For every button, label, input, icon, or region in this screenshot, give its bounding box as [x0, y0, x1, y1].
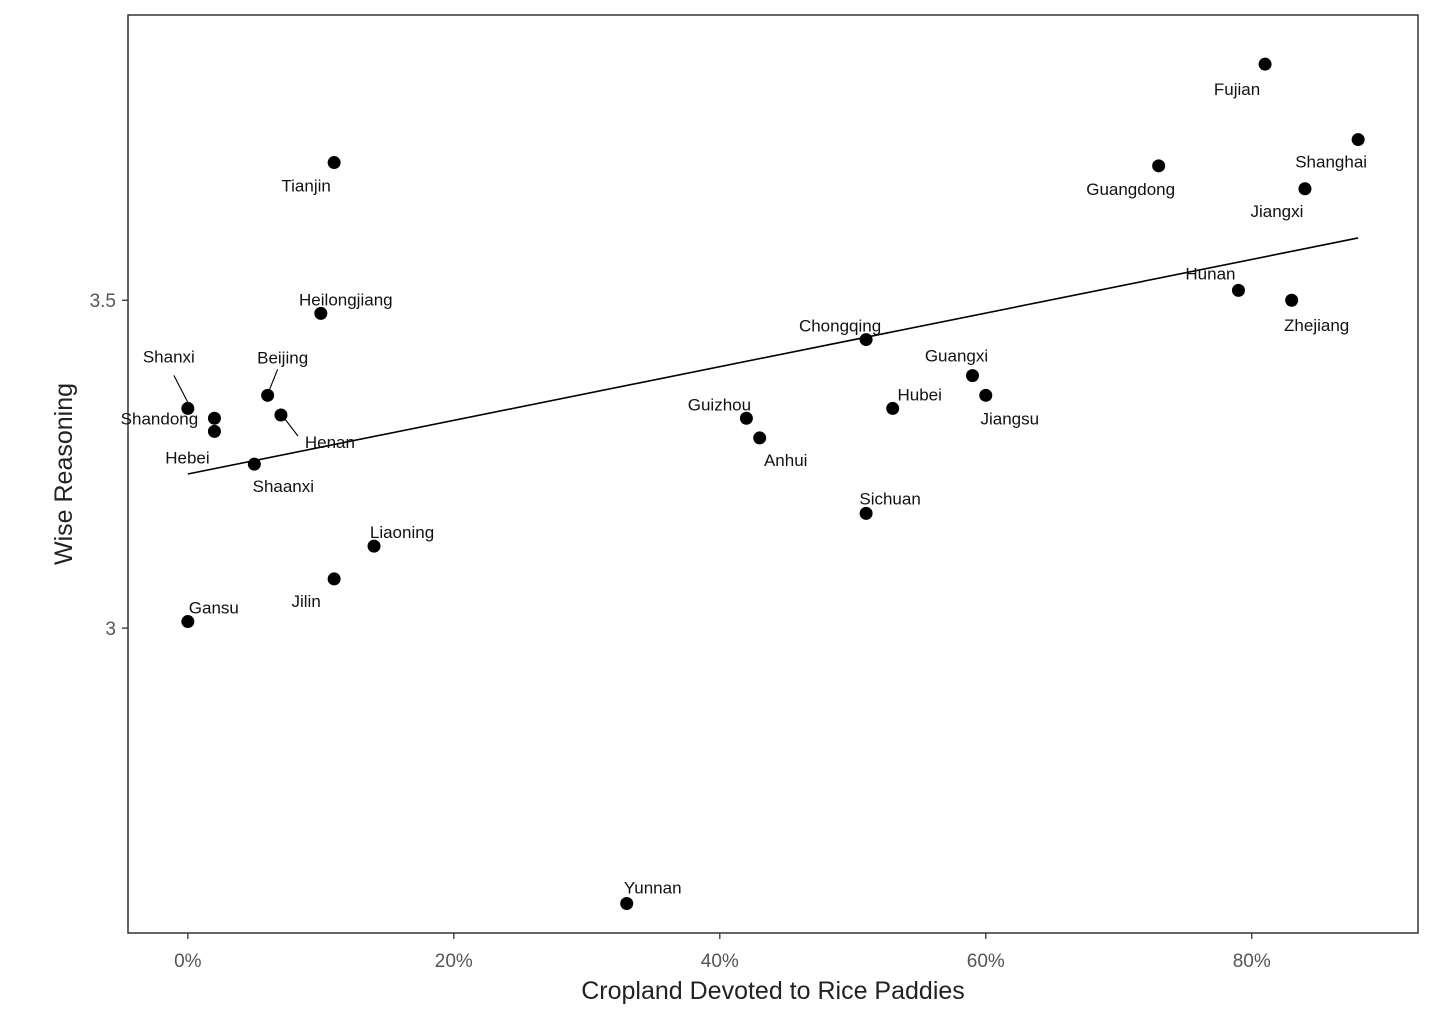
point-gansu	[181, 615, 195, 629]
point-label-shanxi: Shanxi	[143, 347, 195, 366]
point-label-zhejiang: Zhejiang	[1284, 316, 1349, 335]
point-shandong	[207, 411, 221, 425]
y-axis: 33.5	[90, 291, 128, 640]
point-label-hubei: Hubei	[897, 385, 941, 404]
point-label-shaanxi: Shaanxi	[253, 477, 314, 496]
point-label-tianjin: Tianjin	[281, 177, 330, 196]
point-label-hebei: Hebei	[165, 448, 209, 467]
x-tick-label: 80%	[1233, 951, 1271, 972]
x-axis-title: Cropland Devoted to Rice Paddies	[581, 977, 965, 1005]
point-label-gansu: Gansu	[189, 599, 239, 618]
point-fujian	[1258, 57, 1272, 71]
point-tianjin	[327, 156, 341, 170]
point-chongqing	[859, 333, 873, 347]
point-label-shanghai: Shanghai	[1295, 153, 1367, 172]
y-tick-label: 3.5	[90, 291, 116, 312]
point-zhejiang	[1285, 293, 1299, 307]
trend-line	[187, 237, 1359, 475]
point-hunan	[1231, 283, 1245, 297]
point-label-henan: Henan	[305, 433, 355, 452]
point-hubei	[886, 401, 900, 415]
point-label-hunan: Hunan	[1185, 264, 1235, 283]
point-label-jiangxi: Jiangxi	[1250, 202, 1303, 221]
point-label-fujian: Fujian	[1214, 80, 1260, 99]
labels-group: Fujian Shanghai Guangdong Jiangxi Tianjin Hun…	[121, 80, 1367, 897]
leader-line-shandong	[208, 418, 212, 421]
point-label-guangxi: Guangxi	[925, 347, 988, 366]
point-sichuan	[859, 506, 873, 520]
point-guizhou	[739, 411, 753, 425]
point-label-beijing: Beijing	[257, 348, 308, 367]
plot-panel-border	[127, 14, 1419, 934]
x-tick-label: 0%	[174, 951, 202, 972]
point-label-guangdong: Guangdong	[1086, 180, 1175, 199]
point-label-shandong: Shandong	[121, 409, 199, 428]
point-jiangsu	[979, 388, 993, 402]
point-guangxi	[965, 369, 979, 383]
points-group	[181, 57, 1365, 910]
x-tick-label: 60%	[967, 951, 1005, 972]
point-yunnan	[620, 896, 634, 910]
y-tick-label: 3	[105, 619, 116, 640]
point-label-chongqing: Chongqing	[799, 317, 881, 336]
leader-line-beijing	[269, 369, 279, 390]
point-shanxi	[181, 401, 195, 415]
point-jilin	[327, 572, 341, 586]
leader-line-henan	[284, 418, 299, 437]
y-axis-title: Wise Reasoning	[50, 383, 78, 565]
x-tick-label: 20%	[435, 951, 473, 972]
trend-line-group	[187, 237, 1359, 475]
point-beijing	[261, 388, 275, 402]
point-label-anhui: Anhui	[764, 451, 807, 470]
point-liaoning	[367, 539, 381, 553]
point-label-sichuan: Sichuan	[859, 489, 920, 508]
point-anhui	[753, 431, 767, 445]
point-label-jilin: Jilin	[291, 592, 320, 611]
leader-line-shanxi	[173, 375, 189, 403]
point-henan	[274, 408, 288, 422]
point-shaanxi	[247, 457, 261, 471]
point-heilongjiang	[314, 306, 328, 320]
point-label-liaoning: Liaoning	[370, 523, 434, 542]
point-label-jiangsu: Jiangsu	[980, 409, 1039, 428]
point-label-heilongjiang: Heilongjiang	[299, 290, 393, 309]
x-tick-label: 40%	[701, 951, 739, 972]
point-hebei	[207, 424, 221, 438]
x-axis: 0% 20% 40% 60% 80%	[174, 933, 1271, 972]
point-jiangxi	[1298, 182, 1312, 196]
point-label-yunnan: Yunnan	[624, 878, 682, 897]
point-shanghai	[1351, 133, 1365, 147]
point-label-guizhou: Guizhou	[688, 395, 751, 414]
point-guangdong	[1152, 159, 1166, 173]
